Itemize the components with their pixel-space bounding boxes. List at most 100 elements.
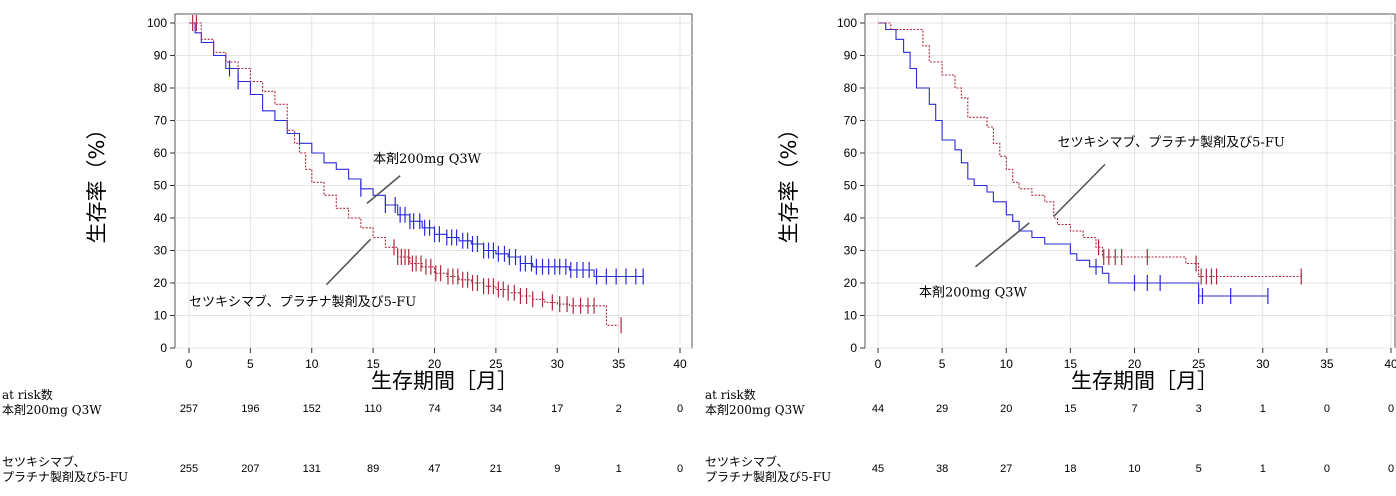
risk-count: 257 (180, 403, 198, 415)
y-tick-label: 20 (154, 276, 168, 290)
y-tick-label: 30 (154, 244, 168, 258)
risk-count: 5 (1196, 463, 1202, 475)
y-tick-label: 60 (844, 146, 858, 160)
risk-count: 44 (872, 403, 884, 415)
risk-count: 18 (1064, 463, 1076, 475)
risk-row-label: セツキシマブ、 (2, 454, 86, 469)
x-tick-label: 5 (247, 357, 254, 371)
risk-count: 0 (1388, 403, 1394, 415)
annotation-leader-2 (325, 238, 372, 286)
x-tick-label: 30 (551, 357, 565, 371)
risk-count: 0 (1324, 463, 1330, 475)
series-line-1 (878, 22, 1268, 297)
x-tick-label: 15 (366, 357, 380, 371)
x-tick-label: 35 (1320, 357, 1334, 371)
risk-table-header: at risk数 (2, 387, 53, 402)
x-axis-label: 生存期間［月］ (1071, 369, 1218, 393)
x-tick-label: 20 (1128, 357, 1142, 371)
y-tick-label: 0 (850, 341, 857, 355)
x-tick-label: 25 (489, 357, 503, 371)
risk-count: 0 (1388, 463, 1394, 475)
x-axis-label: 生存期間［月］ (371, 369, 518, 393)
y-tick-label: 30 (844, 244, 858, 258)
risk-count: 7 (1131, 403, 1137, 415)
y-tick-label: 50 (154, 179, 168, 193)
risk-row-label: プラチナ製剤及び5-FU (705, 469, 831, 484)
x-tick-label: 0 (875, 357, 882, 371)
plot-frame (174, 13, 693, 349)
risk-count: 1 (616, 463, 622, 475)
risk-count: 196 (241, 403, 259, 415)
risk-count: 89 (367, 463, 379, 475)
annotation-leader-1 (366, 175, 401, 204)
y-tick-label: 60 (154, 146, 168, 160)
y-tick-label: 0 (160, 341, 167, 355)
risk-count: 0 (1324, 403, 1330, 415)
risk-count: 21 (490, 463, 502, 475)
risk-count: 10 (1128, 463, 1140, 475)
risk-row-label: 本剤200mg Q3W (2, 402, 102, 417)
risk-count: 20 (1000, 403, 1012, 415)
risk-count: 0 (677, 403, 683, 415)
risk-count: 9 (554, 463, 560, 475)
y-axis-label: 生存率（%） (85, 119, 109, 244)
risk-count: 2 (616, 403, 622, 415)
y-tick-label: 100 (147, 16, 167, 30)
risk-count: 1 (1260, 463, 1266, 475)
x-tick-label: 40 (1384, 357, 1396, 371)
annotation-label-1: セツキシマブ、プラチナ製剤及び5-FU (1058, 135, 1285, 151)
x-tick-label: 20 (428, 357, 442, 371)
y-tick-label: 10 (844, 309, 858, 323)
risk-count: 152 (303, 403, 321, 415)
annotation-leader-1 (1053, 163, 1106, 217)
risk-row-label: セツキシマブ、 (705, 454, 789, 469)
risk-count: 131 (303, 463, 321, 475)
y-tick-label: 80 (844, 81, 858, 95)
y-tick-label: 10 (154, 309, 168, 323)
risk-count: 27 (1000, 463, 1012, 475)
risk-count: 45 (872, 463, 884, 475)
risk-row-label: 本剤200mg Q3W (705, 402, 805, 417)
risk-count: 34 (490, 403, 502, 415)
y-tick-label: 50 (844, 179, 858, 193)
y-tick-label: 90 (154, 49, 168, 63)
risk-count: 207 (241, 463, 259, 475)
chart-panel-2: 0 5 10 15 20 25 30 35 400102030405060708090100生存… (705, 13, 1396, 484)
risk-count: 3 (1196, 403, 1202, 415)
y-tick-label: 100 (837, 16, 857, 30)
x-tick-label: 15 (1064, 357, 1078, 371)
annotation-label-1: 本剤200mg Q3W (373, 151, 482, 167)
risk-count: 110 (364, 403, 382, 415)
y-tick-label: 70 (844, 114, 858, 128)
annotation-label-2: セツキシマブ、プラチナ製剤及び5-FU (189, 294, 416, 310)
annotation-leader-2 (974, 222, 1030, 268)
risk-row-label: プラチナ製剤及び5-FU (2, 469, 128, 484)
y-tick-label: 40 (844, 211, 858, 225)
x-tick-label: 10 (1000, 357, 1014, 371)
annotation-label-2: 本剤200mg Q3W (919, 285, 1028, 301)
risk-count: 29 (936, 403, 948, 415)
y-axis-label: 生存率（%） (777, 119, 801, 244)
risk-count: 0 (677, 463, 683, 475)
risk-count: 1 (1260, 403, 1266, 415)
risk-count: 17 (551, 403, 563, 415)
x-tick-label: 35 (612, 357, 626, 371)
y-tick-label: 90 (844, 49, 858, 63)
risk-count: 74 (428, 403, 440, 415)
y-tick-label: 40 (154, 211, 168, 225)
chart-panel-1: 0 5 10 15 20 25 30 35 400102030405060708090100生存… (2, 13, 693, 484)
x-tick-label: 40 (673, 357, 687, 371)
risk-count: 47 (428, 463, 440, 475)
x-tick-label: 30 (1256, 357, 1270, 371)
series-line-2 (878, 22, 1302, 278)
risk-count: 255 (180, 463, 198, 475)
x-tick-label: 25 (1192, 357, 1206, 371)
x-tick-label: 0 (186, 357, 193, 371)
risk-count: 38 (936, 463, 948, 475)
x-tick-label: 5 (939, 357, 946, 371)
risk-table-header: at risk数 (705, 387, 756, 402)
y-tick-label: 20 (844, 276, 858, 290)
y-tick-label: 80 (154, 81, 168, 95)
y-tick-label: 70 (154, 114, 168, 128)
